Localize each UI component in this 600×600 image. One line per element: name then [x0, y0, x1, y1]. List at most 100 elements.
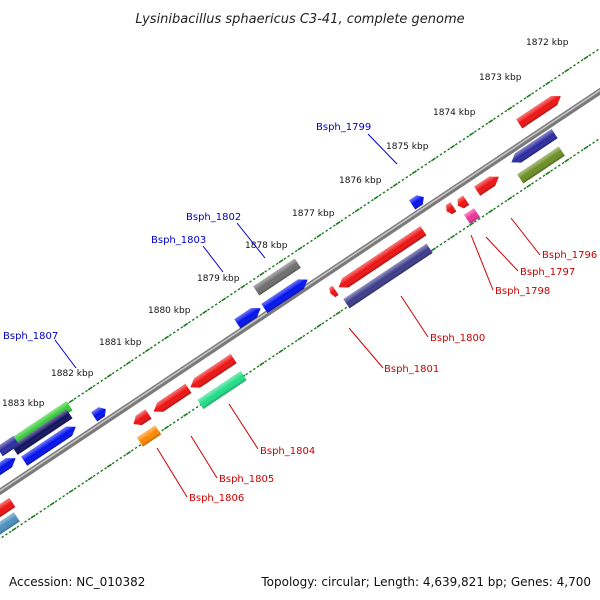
minor-tick: [161, 428, 165, 432]
leader-line: [190, 435, 218, 479]
gene-label: Bsph_1800: [430, 333, 485, 344]
gene-arrow: [91, 407, 106, 422]
minor-tick: [290, 342, 294, 345]
minor-tick: [561, 161, 565, 165]
gene-block: [136, 425, 162, 447]
minor-tick: [504, 199, 508, 203]
minor-tick: [119, 456, 123, 460]
major-tick: [545, 171, 551, 176]
minor-tick: [39, 510, 43, 513]
minor-tick: [249, 370, 252, 373]
minor-tick: [340, 219, 344, 222]
leader-line: [156, 447, 188, 498]
major-tick: [106, 463, 112, 468]
minor-tick: [172, 331, 176, 334]
minor-tick: [176, 418, 180, 422]
minor-tick: [130, 359, 134, 362]
major-tick: [469, 131, 475, 137]
minor-tick: [306, 332, 310, 335]
major-tick: [144, 348, 151, 353]
minor-tick: [233, 290, 237, 293]
minor-tick: [130, 449, 134, 452]
minor-tick: [180, 416, 184, 419]
major-tick: [221, 297, 227, 302]
minor-tick: [92, 384, 96, 388]
gene-label: Bsph_1796: [542, 250, 597, 261]
minor-tick: [378, 193, 382, 197]
minor-tick: [325, 319, 329, 322]
minor-tick: [1, 535, 5, 539]
major-tick: [11, 527, 17, 532]
major-tick: [373, 195, 379, 200]
minor-tick: [405, 176, 409, 179]
minor-tick: [485, 212, 489, 216]
minor-tick: [111, 371, 115, 375]
gene-block: [11, 409, 73, 455]
minor-tick: [359, 206, 363, 210]
minor-tick: [454, 232, 458, 236]
major-tick: [449, 234, 456, 239]
minor-tick: [561, 71, 565, 75]
kbp-label: 1873 kbp: [479, 73, 522, 83]
minor-tick: [207, 308, 210, 311]
minor-tick: [310, 329, 313, 333]
major-tick: [354, 208, 360, 213]
minor-tick: [138, 354, 142, 357]
gene-block: [343, 243, 433, 309]
minor-tick: [43, 507, 46, 511]
major-tick: [449, 144, 456, 149]
minor-tick: [340, 309, 344, 312]
gene-arrow: [21, 426, 76, 466]
minor-tick: [5, 533, 8, 536]
major-tick: [545, 81, 551, 86]
minor-tick: [332, 314, 336, 317]
minor-tick: [363, 204, 367, 207]
leader-line: [236, 222, 266, 259]
minor-tick: [176, 328, 180, 332]
major-tick: [87, 386, 93, 391]
minor-tick: [73, 487, 77, 490]
minor-tick: [428, 160, 432, 164]
minor-tick: [473, 130, 477, 133]
major-tick: [164, 335, 170, 340]
minor-tick: [531, 92, 534, 95]
gene-block: [463, 208, 481, 224]
kbp-label: 1878 kbp: [245, 241, 288, 251]
major-tick: [183, 412, 189, 417]
minor-tick: [92, 474, 96, 478]
minor-tick: [515, 192, 519, 195]
minor-tick: [294, 249, 298, 253]
gene-arrow: [338, 226, 427, 288]
minor-tick: [81, 482, 85, 485]
minor-tick: [123, 454, 127, 457]
minor-tick: [588, 53, 592, 57]
minor-tick: [24, 520, 27, 523]
major-tick: [564, 158, 570, 163]
gene-block: [0, 435, 20, 457]
gene-arrow: [409, 195, 424, 210]
minor-tick: [416, 168, 420, 171]
minor-tick: [35, 512, 39, 516]
minor-tick: [424, 163, 428, 166]
minor-tick: [466, 225, 470, 228]
minor-tick: [73, 397, 77, 400]
minor-tick: [283, 347, 287, 350]
minor-tick: [290, 252, 294, 255]
minor-tick: [512, 104, 515, 108]
minor-tick: [443, 150, 447, 154]
minor-tick: [249, 280, 252, 283]
minor-tick: [439, 243, 443, 246]
minor-tick: [447, 238, 451, 241]
leader-line: [367, 133, 398, 165]
gene-block: [197, 370, 247, 410]
major-tick: [430, 157, 436, 162]
gene-arrow: [0, 458, 16, 479]
forward-tick-rail: [0, 46, 600, 451]
minor-tick: [576, 61, 580, 65]
minor-tick: [443, 240, 447, 244]
minor-tick: [325, 229, 329, 232]
gene-label: Bsph_1804: [260, 446, 315, 457]
major-tick: [125, 450, 131, 456]
minor-tick: [329, 316, 332, 320]
minor-tick: [149, 346, 153, 349]
